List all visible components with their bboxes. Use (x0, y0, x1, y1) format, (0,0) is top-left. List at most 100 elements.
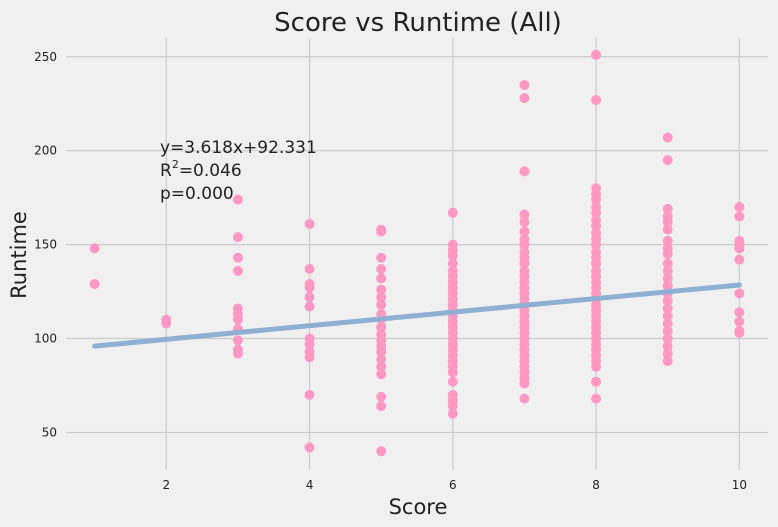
scatter-point (89, 243, 100, 254)
scatter-point (304, 442, 315, 453)
scatter-point (376, 391, 387, 402)
x-axis-label: Score (389, 495, 448, 519)
y-tick-label: 100 (34, 332, 57, 346)
y-tick-label: 150 (34, 238, 57, 252)
scatter-point (232, 252, 243, 263)
scatter-point (662, 348, 673, 359)
scatter-point (662, 203, 673, 214)
scatter-point (304, 352, 315, 363)
scatter-point (591, 239, 602, 250)
regression-line-group (92, 282, 742, 349)
scatter-point (304, 292, 315, 303)
scatter-point (376, 264, 387, 275)
scatter-point (519, 258, 530, 269)
scatter-point (519, 226, 530, 237)
scatter-point (734, 243, 745, 254)
scatter-point (304, 389, 315, 400)
regression-annotation: y=3.618x+92.331 R2=0.046 p=0.000 (160, 138, 317, 204)
scatter-point (376, 292, 387, 303)
scatter-point (591, 361, 602, 372)
scatter-point (662, 310, 673, 321)
scatter-point (232, 232, 243, 243)
scatter-points (89, 49, 745, 457)
scatter-point (734, 307, 745, 318)
scatter-point (232, 314, 243, 325)
scatter-point (662, 249, 673, 259)
scatter-point (304, 218, 315, 229)
scatter-point (232, 265, 243, 276)
scatter-point (591, 376, 602, 387)
scatter-point (376, 299, 387, 310)
scatter-point (662, 326, 673, 337)
scatter-point (304, 339, 315, 350)
scatter-point (519, 79, 530, 90)
scatter-point (734, 316, 745, 327)
y-tick-label: 200 (34, 144, 57, 158)
scatter-point (376, 284, 387, 295)
scatter-point (447, 207, 458, 218)
scatter-point (519, 239, 530, 250)
scatter-point (662, 155, 673, 166)
scatter-point (376, 401, 387, 412)
scatter-point (376, 446, 387, 457)
scatter-point (89, 279, 100, 290)
scatter-point (304, 301, 315, 312)
scatter-point (376, 252, 387, 263)
scatter-point (591, 220, 602, 231)
fit-p-value: p=0.000 (160, 184, 234, 204)
scatter-point (447, 401, 458, 412)
r2-value: =0.046 (179, 161, 242, 181)
scatter-point (662, 295, 673, 306)
scatter-point (662, 341, 673, 352)
scatter-point (376, 369, 387, 380)
x-tick-label: 6 (449, 478, 457, 492)
scatter-point (662, 356, 673, 367)
scatter-point (232, 348, 243, 359)
scatter-point (662, 273, 673, 284)
scatter-point (447, 408, 458, 419)
scatter-point (662, 265, 673, 276)
fit-r-squared: R2=0.046 (160, 158, 242, 181)
x-tick-label: 2 (162, 478, 170, 492)
scatter-point (447, 367, 458, 378)
scatter-point (304, 282, 315, 293)
scatter-point (591, 194, 602, 205)
scatter-point (376, 226, 387, 237)
scatter-point (232, 194, 243, 205)
scatter-point (591, 207, 602, 218)
scatter-point (662, 258, 673, 269)
scatter-point (376, 273, 387, 284)
scatter-point (376, 354, 387, 365)
scatter-point (591, 258, 602, 269)
scatter-point (519, 378, 530, 389)
scatter-point (519, 166, 530, 177)
regression-line (92, 282, 742, 349)
scatter-point (232, 335, 243, 346)
scatter-point (734, 254, 745, 265)
scatter-point (519, 209, 530, 220)
scatter-point (447, 258, 458, 269)
scatter-point (662, 318, 673, 329)
scatter-point (447, 250, 458, 261)
scatter-point (734, 288, 745, 299)
scatter-point (662, 235, 673, 246)
scatter-point (662, 280, 673, 291)
scatter-point (662, 217, 673, 228)
r2-superscript: 2 (172, 158, 179, 171)
scatter-point (591, 49, 602, 60)
scatter-point (376, 322, 387, 333)
scatter-point (519, 217, 530, 228)
scatter-point (376, 361, 387, 372)
scatter-point (734, 327, 745, 338)
scatter-point (447, 376, 458, 387)
scatter-point (734, 202, 745, 213)
scatter-point (662, 303, 673, 314)
scatter-point (591, 393, 602, 404)
scatter-point (161, 318, 172, 329)
x-tick-label: 4 (306, 478, 314, 492)
scatter-point (304, 264, 315, 275)
r2-prefix: R (160, 161, 172, 181)
scatter-point (662, 333, 673, 344)
scatter-point (519, 93, 530, 104)
